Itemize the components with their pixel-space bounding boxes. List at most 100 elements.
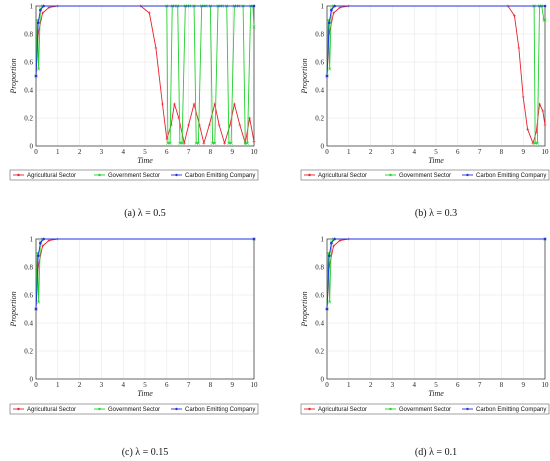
- data-point-agri: [521, 95, 525, 99]
- x-tick-label: 5: [143, 381, 147, 389]
- legend-box: [300, 403, 550, 415]
- y-tick-label: 0.2: [315, 115, 324, 123]
- data-point-gov: [196, 141, 201, 145]
- data-point-gov: [37, 300, 41, 304]
- x-axis-label: Time: [137, 156, 153, 165]
- data-point-gov: [535, 141, 539, 145]
- legend-label: Carbon Emitting Company: [185, 173, 255, 179]
- legend-marker-carbon: [175, 407, 178, 411]
- data-point-carbon: [543, 237, 547, 241]
- data-point-agri: [248, 116, 252, 120]
- x-tick-label: 3: [100, 381, 104, 389]
- x-tick-label: 7: [187, 148, 191, 156]
- x-tick-label: 1: [347, 148, 351, 156]
- data-point-carbon: [325, 307, 329, 311]
- panel-caption: (d) λ = 0.1: [415, 447, 457, 458]
- x-tick-label: 8: [500, 148, 504, 156]
- x-tick-label: 2: [369, 381, 373, 389]
- legend-label: Agricultural Sector: [318, 173, 367, 179]
- data-point-agri: [338, 6, 342, 9]
- data-point-carbon: [36, 254, 40, 258]
- x-tick-label: 3: [391, 148, 395, 156]
- data-point-gov: [542, 18, 546, 22]
- data-point-agri: [223, 141, 226, 145]
- x-tick-label: 8: [209, 381, 213, 389]
- legend-box: [300, 169, 550, 181]
- y-tick-label: 0.6: [315, 292, 324, 300]
- x-tick-label: 10: [542, 381, 550, 389]
- data-point-agri: [332, 244, 335, 248]
- data-point-agri: [192, 102, 196, 106]
- x-tick-label: 4: [412, 381, 416, 389]
- panel-caption: (a) λ = 0.5: [124, 208, 166, 219]
- data-point-agri: [173, 102, 176, 106]
- legend-label: Carbon Emitting Company: [476, 407, 546, 413]
- data-point-gov: [252, 25, 256, 29]
- data-point-agri: [47, 239, 51, 242]
- data-point-carbon: [333, 237, 336, 241]
- y-axis-label: Proportion: [300, 291, 309, 327]
- data-point-carbon: [34, 74, 38, 78]
- data-point-gov: [245, 141, 250, 145]
- data-point-agri: [513, 14, 516, 18]
- legend-label: Government Sector: [399, 173, 451, 179]
- data-point-agri: [538, 102, 541, 106]
- data-point-agri: [202, 141, 206, 145]
- x-tick-label: 1: [347, 381, 351, 389]
- legend: Agricultural Sector Government Sector Carb…: [300, 169, 550, 181]
- y-tick-label: 0.6: [315, 59, 324, 67]
- x-tick-label: 5: [143, 148, 147, 156]
- x-tick-label: 8: [209, 148, 213, 156]
- data-point-carbon: [36, 21, 40, 25]
- legend-marker-agri: [308, 407, 311, 411]
- legend-marker-carbon: [466, 173, 469, 177]
- data-point-carbon: [543, 4, 547, 8]
- x-tick-label: 2: [78, 381, 82, 389]
- x-axis-label: Time: [428, 156, 444, 165]
- x-tick-label: 4: [412, 148, 416, 156]
- legend: Agricultural Sector Government Sector Carb…: [9, 169, 259, 181]
- data-point-agri: [543, 123, 547, 127]
- data-point-agri: [541, 109, 545, 113]
- legend-label: Carbon Emitting Company: [185, 407, 255, 413]
- x-tick-label: 3: [391, 381, 395, 389]
- data-point-agri: [217, 123, 221, 127]
- y-tick-label: 0.4: [24, 320, 33, 328]
- legend-marker-gov: [98, 173, 101, 177]
- legend-marker-agri: [308, 173, 311, 177]
- panel-caption: (c) λ = 0.15: [122, 447, 169, 458]
- y-tick-label: 0.2: [315, 348, 324, 356]
- y-tick-label: 0.4: [315, 320, 324, 328]
- data-point-agri: [338, 239, 342, 242]
- data-point-carbon: [39, 8, 42, 12]
- x-tick-label: 6: [165, 148, 169, 156]
- x-axis-label: Time: [137, 389, 153, 398]
- legend-label: Agricultural Sector: [27, 407, 76, 413]
- legend-label: Government Sector: [108, 173, 160, 179]
- y-tick-label: 0.8: [315, 264, 324, 272]
- x-tick-label: 10: [542, 148, 550, 156]
- legend-label: Agricultural Sector: [27, 173, 76, 179]
- data-point-agri: [238, 123, 242, 127]
- y-tick-label: 0.8: [24, 31, 33, 39]
- y-tick-label: 0.6: [24, 292, 33, 300]
- x-tick-label: 5: [434, 381, 438, 389]
- data-point-agri: [526, 127, 529, 131]
- y-axis-label: Proportion: [9, 291, 18, 327]
- legend-marker-agri: [17, 407, 20, 411]
- legend-marker-gov: [98, 407, 101, 411]
- x-tick-label: 0: [325, 148, 329, 156]
- legend-marker-carbon: [175, 173, 178, 177]
- y-axis-label: Proportion: [9, 58, 18, 94]
- x-tick-label: 3: [100, 148, 104, 156]
- x-tick-label: 1: [56, 381, 60, 389]
- panel-c: 0 1 2 3 4 5 6 7 8 9 10 0 0.2 0.4 0.6 0.8 1 Time Proportion…: [9, 236, 259, 458]
- data-point-agri: [161, 102, 164, 106]
- data-point-carbon: [327, 254, 331, 258]
- x-tick-label: 0: [325, 381, 329, 389]
- legend-marker-gov: [389, 407, 392, 411]
- data-point-agri: [207, 123, 211, 127]
- data-point-carbon: [34, 307, 38, 311]
- x-tick-label: 1: [56, 148, 60, 156]
